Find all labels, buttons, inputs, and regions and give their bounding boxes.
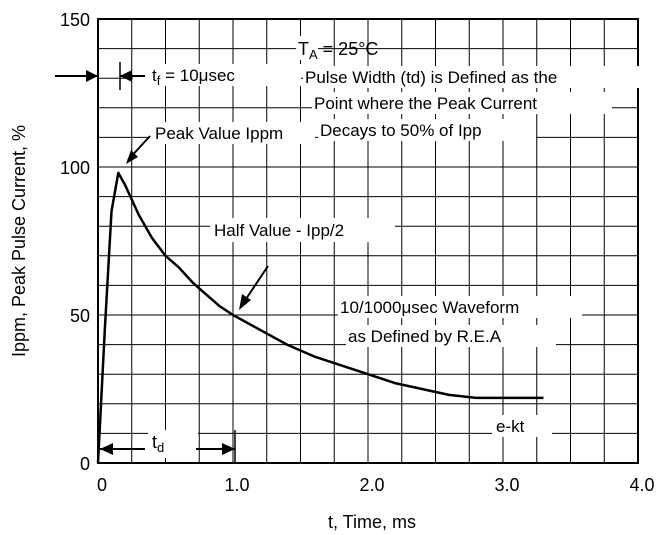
rise-time-label: tf = 10μsec xyxy=(152,66,235,88)
x-tick-label: 3.0 xyxy=(494,475,519,495)
x-tick-label: 2.0 xyxy=(359,475,384,495)
plot-frame xyxy=(97,18,639,464)
y-tick-label: 150 xyxy=(60,10,90,30)
pulse-width-note-line-3: Decays to 50% of Ipp xyxy=(320,121,482,140)
pulse-width-td-label: td xyxy=(152,432,164,455)
peak-value-label: Peak Value Ippm xyxy=(155,124,283,143)
x-axis-label: t, Time, ms xyxy=(328,512,416,532)
waveform-label-line-1: 10/1000μsec Waveform xyxy=(340,298,519,317)
waveform-curve xyxy=(96,171,544,464)
pulse-width-note-line-2: Point where the Peak Current xyxy=(314,94,537,113)
y-tick-label: 0 xyxy=(80,454,90,474)
y-axis-label: Ippm, Peak Pulse Current, % xyxy=(9,125,29,357)
waveform-label-line-2: as Defined by R.E.A xyxy=(348,327,502,346)
half-value-label: Half Value - Ipp/2 xyxy=(214,221,344,240)
x-tick-label: 1.0 xyxy=(224,475,249,495)
pulse-width-note-line-1: Pulse Width (td) is Defined as the xyxy=(305,68,557,87)
ambient-temperature-label: TA = 25°C xyxy=(298,39,378,62)
exponential-label: e-kt xyxy=(496,417,525,436)
x-tick-label: 4.0 xyxy=(629,475,654,495)
annotations: TA = 25°C Pulse Width (td) is Defined as… xyxy=(55,36,655,463)
x-tick-label: 0 xyxy=(97,475,107,495)
y-tick-label: 50 xyxy=(70,306,90,326)
y-tick-label: 100 xyxy=(60,158,90,178)
tick-labels: 0 1.0 2.0 3.0 4.0 0 50 100 150 xyxy=(60,10,655,495)
